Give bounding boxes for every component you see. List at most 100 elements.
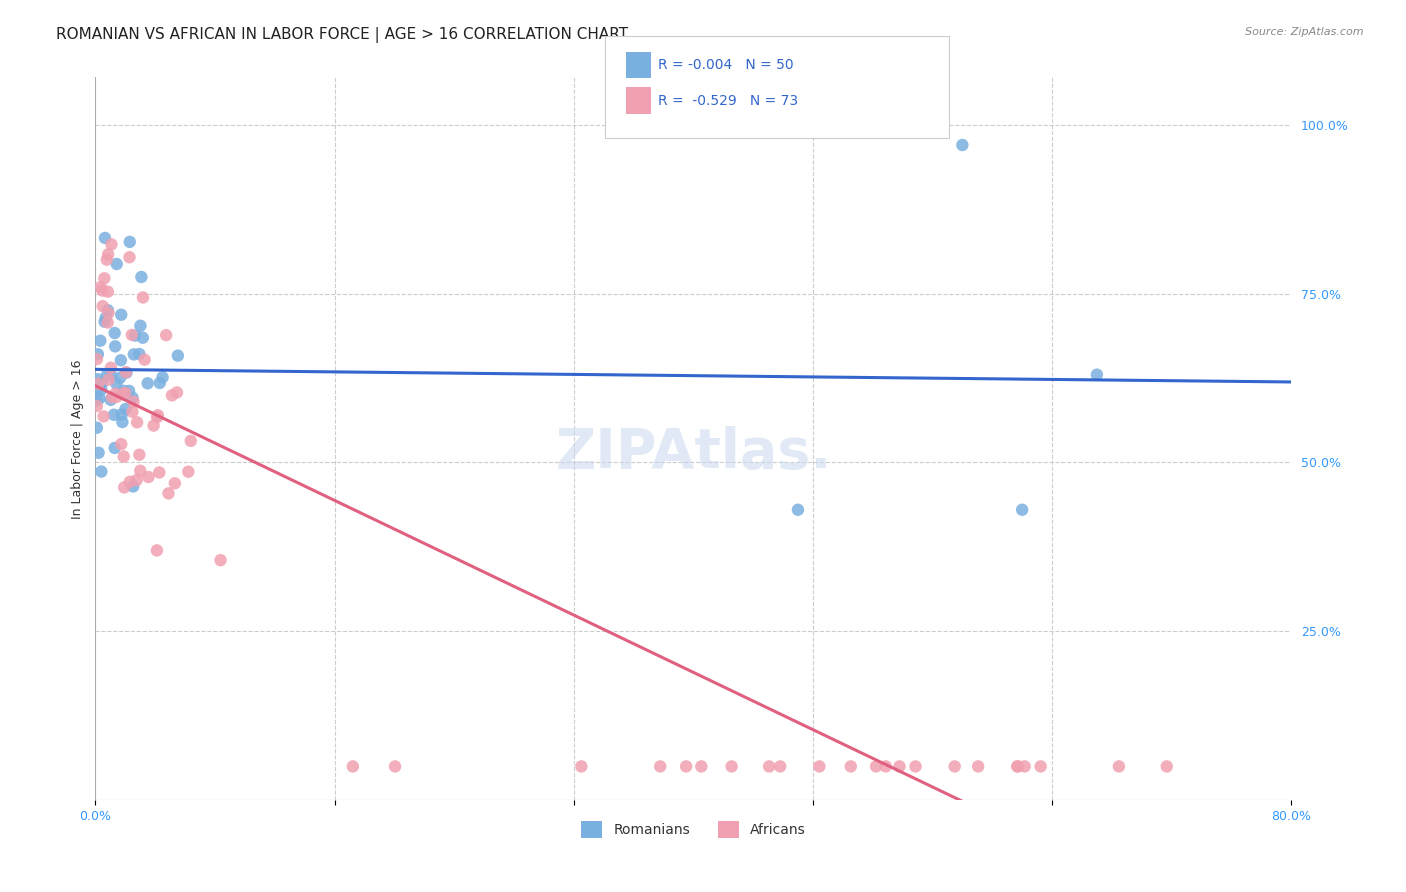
Point: [93, 271, 115, 285]
Point: [86, 383, 108, 397]
Point: [125, 473, 148, 487]
Point: [808, 759, 831, 773]
Point: [839, 759, 862, 773]
Point: [110, 437, 132, 451]
Point: [146, 543, 169, 558]
Point: [97, 303, 120, 318]
Point: [146, 409, 169, 423]
Point: [111, 387, 134, 401]
Point: [104, 386, 127, 401]
Point: [875, 759, 897, 773]
Point: [100, 368, 122, 383]
Point: [90, 383, 112, 397]
Point: [180, 434, 202, 448]
Point: [86, 352, 108, 367]
Point: [96, 252, 118, 267]
Point: [650, 759, 672, 773]
Point: [146, 410, 169, 425]
Point: [690, 759, 713, 773]
Point: [114, 386, 136, 401]
Point: [160, 388, 183, 402]
Point: [384, 759, 406, 773]
Point: [131, 270, 153, 285]
Point: [115, 366, 138, 380]
Point: [94, 310, 117, 325]
Point: [569, 759, 592, 773]
Text: R = -0.004   N = 50: R = -0.004 N = 50: [658, 58, 793, 72]
Point: [787, 502, 810, 516]
Point: [111, 415, 134, 429]
Point: [87, 446, 110, 460]
Point: [110, 308, 132, 322]
Point: [122, 479, 145, 493]
Point: [108, 371, 131, 385]
Point: [93, 315, 115, 329]
Point: [90, 465, 112, 479]
Point: [100, 392, 122, 407]
Text: R =  -0.529   N = 73: R = -0.529 N = 73: [658, 94, 799, 108]
Point: [967, 759, 990, 773]
Point: [1011, 502, 1033, 516]
Point: [103, 408, 125, 422]
Point: [112, 480, 135, 494]
Point: [93, 409, 115, 424]
Point: [148, 466, 170, 480]
Point: [118, 384, 141, 398]
Point: [166, 349, 188, 363]
Point: [89, 392, 111, 406]
Point: [112, 384, 135, 398]
Point: [89, 334, 111, 348]
Y-axis label: In Labor Force | Age > 16: In Labor Force | Age > 16: [72, 359, 84, 518]
Point: [136, 376, 159, 391]
Point: [342, 759, 364, 773]
Point: [104, 339, 127, 353]
Point: [87, 372, 110, 386]
Point: [1029, 759, 1052, 773]
Point: [129, 464, 152, 478]
Point: [118, 475, 141, 489]
Point: [950, 138, 973, 153]
Text: ROMANIAN VS AFRICAN IN LABOR FORCE | AGE > 16 CORRELATION CHART: ROMANIAN VS AFRICAN IN LABOR FORCE | AGE…: [56, 27, 628, 43]
Point: [904, 759, 927, 773]
Point: [97, 373, 120, 387]
Point: [100, 237, 122, 252]
Point: [86, 399, 108, 413]
Point: [87, 347, 110, 361]
Point: [105, 257, 128, 271]
Point: [177, 465, 200, 479]
Point: [127, 415, 149, 429]
Point: [149, 376, 172, 390]
Point: [97, 285, 120, 299]
Point: [943, 759, 966, 773]
Point: [129, 318, 152, 333]
Point: [155, 328, 177, 343]
Point: [1005, 759, 1028, 773]
Point: [889, 759, 911, 773]
Text: ZIPAtlas.: ZIPAtlas.: [555, 426, 831, 480]
Point: [118, 250, 141, 264]
Point: [91, 299, 114, 313]
Point: [157, 486, 180, 500]
Point: [209, 553, 232, 567]
Point: [111, 408, 134, 422]
Point: [128, 448, 150, 462]
Point: [138, 470, 160, 484]
Point: [97, 306, 120, 320]
Point: [112, 450, 135, 464]
Point: [152, 370, 174, 384]
Point: [1007, 759, 1029, 773]
Point: [94, 231, 117, 245]
Point: [97, 247, 120, 261]
Point: [121, 391, 143, 405]
Point: [105, 390, 128, 404]
Point: [769, 759, 792, 773]
Point: [128, 347, 150, 361]
Point: [104, 441, 127, 455]
Point: [163, 476, 186, 491]
Point: [115, 365, 138, 379]
Point: [122, 394, 145, 409]
Point: [142, 418, 165, 433]
Point: [121, 327, 143, 342]
Point: [118, 235, 141, 249]
Point: [1156, 759, 1178, 773]
